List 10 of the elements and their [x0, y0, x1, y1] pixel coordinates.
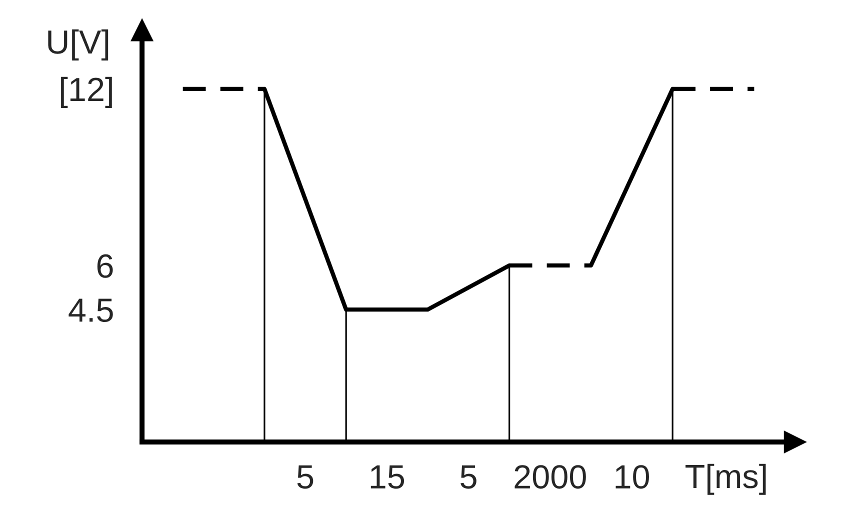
text: 15	[370, 465, 404, 489]
y-tick-label: 4.5	[68, 298, 113, 322]
y-axis-title: U[V]	[48, 29, 108, 60]
text: 2000	[514, 465, 586, 489]
y-tick-label: 6	[97, 254, 113, 278]
y-tick-label: [12]	[61, 76, 112, 108]
text: 5	[297, 465, 314, 489]
x-axis-title: T[ms]	[686, 464, 766, 495]
text: 5	[460, 465, 476, 489]
text: 10	[616, 465, 649, 489]
